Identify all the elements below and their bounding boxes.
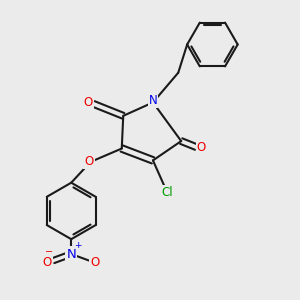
Text: Cl: Cl	[161, 186, 173, 199]
Text: O: O	[43, 256, 52, 268]
Text: −: −	[45, 247, 53, 257]
Text: O: O	[90, 256, 100, 268]
Text: O: O	[84, 155, 94, 168]
Text: +: +	[74, 241, 82, 250]
Text: O: O	[197, 140, 206, 154]
Text: N: N	[66, 248, 76, 260]
Text: N: N	[148, 94, 157, 106]
Text: O: O	[84, 96, 93, 109]
